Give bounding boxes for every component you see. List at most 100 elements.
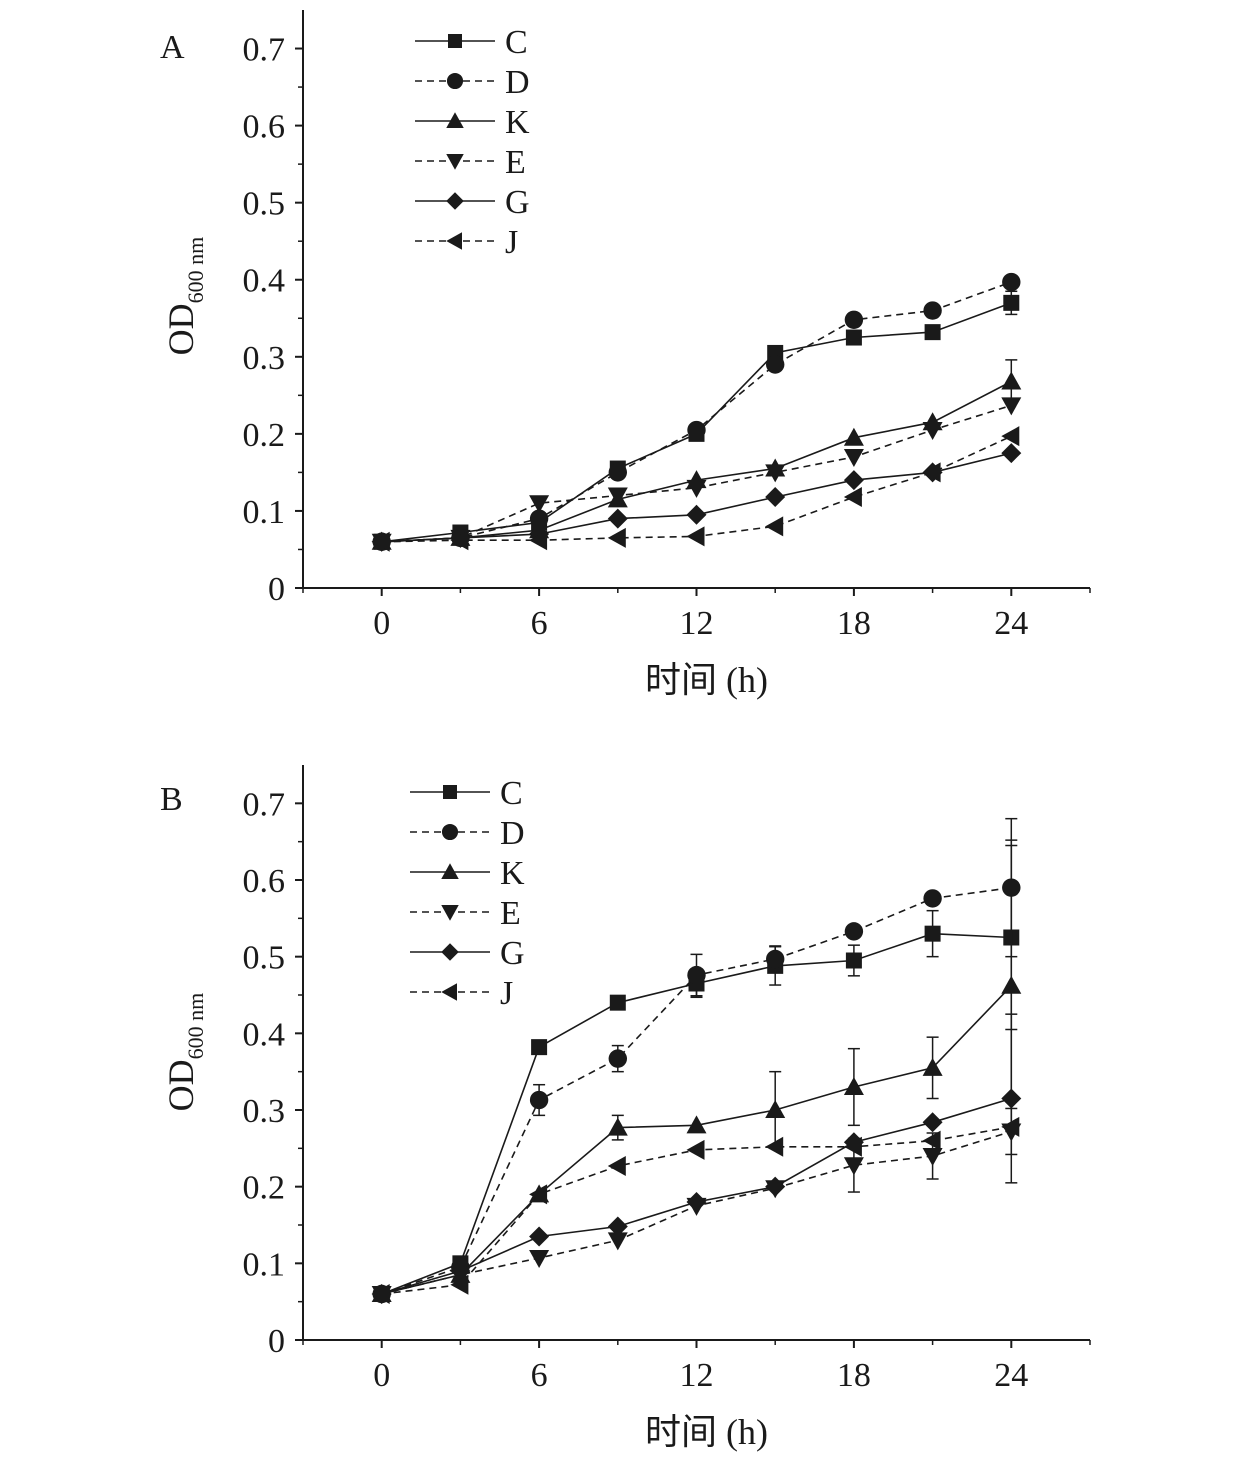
- data-point: [843, 487, 862, 508]
- y-axis-title-subscript: 600 nm: [183, 237, 208, 304]
- x-tick-label: 18: [837, 1357, 871, 1394]
- legend-label: K: [505, 104, 530, 141]
- y-tick-label: 0.2: [243, 417, 286, 454]
- y-tick-label: 0.3: [243, 340, 286, 377]
- y-tick-label: 0.3: [243, 1093, 286, 1130]
- y-tick-label: 0.4: [243, 263, 286, 300]
- data-point: [923, 889, 942, 908]
- data-point: [1003, 294, 1020, 311]
- data-point: [922, 1057, 943, 1076]
- legend-marker: [441, 943, 459, 961]
- data-point: [607, 1155, 626, 1176]
- panel-label: B: [160, 781, 183, 818]
- series-line: [381, 985, 1012, 1295]
- data-point: [923, 301, 942, 320]
- data-point: [844, 310, 864, 330]
- y-tick-label: 0.1: [243, 494, 286, 531]
- data-point: [607, 1232, 628, 1251]
- x-tick-label: 6: [531, 1357, 548, 1394]
- data-point: [843, 448, 864, 467]
- data-point: [843, 427, 864, 446]
- data-point: [1001, 426, 1020, 447]
- x-tick-label: 6: [531, 605, 548, 642]
- x-tick-label: 12: [680, 1357, 714, 1394]
- data-point: [843, 1136, 862, 1157]
- data-point: [609, 994, 626, 1011]
- y-tick-label: 0: [268, 1323, 285, 1360]
- series-g: [371, 1013, 1022, 1304]
- data-point: [607, 1117, 628, 1136]
- data-point: [766, 949, 785, 969]
- legend-label: C: [505, 24, 528, 61]
- data-point: [844, 922, 864, 941]
- y-tick-label: 0.5: [243, 940, 286, 977]
- data-point: [845, 952, 862, 969]
- data-point: [1001, 1088, 1022, 1109]
- data-point: [843, 470, 864, 491]
- data-point: [845, 329, 862, 346]
- legend-marker: [446, 72, 464, 90]
- data-point: [450, 1274, 469, 1295]
- y-tick-label: 0.6: [243, 109, 286, 146]
- x-tick-label: 24: [994, 1357, 1028, 1394]
- y-tick-label: 0.6: [243, 863, 286, 900]
- data-point: [924, 925, 941, 942]
- y-axis-title: OD600 nm: [161, 237, 208, 356]
- data-point: [531, 1039, 548, 1056]
- series-line: [381, 281, 1012, 543]
- data-point: [686, 1139, 705, 1160]
- data-point: [686, 479, 707, 498]
- data-point: [922, 1148, 943, 1166]
- legend-label: D: [500, 815, 525, 852]
- data-point: [1001, 975, 1022, 994]
- data-point: [529, 1184, 548, 1205]
- data-point: [1001, 1116, 1020, 1137]
- y-tick-label: 0.5: [243, 186, 286, 223]
- legend-marker: [441, 863, 459, 879]
- data-point: [608, 463, 627, 482]
- legend-label: J: [505, 224, 518, 261]
- data-point: [529, 1090, 549, 1110]
- legend-label: C: [500, 775, 523, 812]
- series-j: [371, 426, 1020, 552]
- y-axis-title-subscript: 600 nm: [183, 993, 208, 1060]
- data-point: [529, 1226, 550, 1247]
- y-axis-title-main: OD: [161, 303, 201, 355]
- series-line: [381, 886, 1012, 1295]
- data-point: [765, 1100, 786, 1118]
- x-tick-label: 18: [837, 605, 871, 642]
- data-point: [608, 1049, 627, 1068]
- data-point: [765, 464, 786, 483]
- chart-panel-b: 0 0.1 0.2 0.3 0.4 0.5 0.6 0.7 0 6 12 18 24 时间 (h) OD60…: [160, 765, 1091, 1452]
- legend-marker: [441, 983, 457, 1001]
- legend-marker: [446, 112, 464, 128]
- data-point: [922, 422, 943, 441]
- y-tick-label: 0: [268, 571, 285, 608]
- data-point: [1001, 371, 1022, 390]
- data-point: [450, 530, 469, 551]
- y-tick-label: 0.2: [243, 1170, 286, 1207]
- data-point: [922, 1112, 943, 1133]
- data-point: [765, 516, 784, 537]
- data-point: [607, 527, 626, 548]
- legend-label: G: [505, 184, 530, 221]
- legend-marker: [446, 154, 464, 170]
- data-point: [529, 509, 549, 528]
- data-point: [922, 1130, 941, 1151]
- series-j: [371, 1116, 1020, 1304]
- x-tick-label: 0: [373, 605, 390, 642]
- y-tick-label: 0.7: [243, 786, 286, 823]
- data-point: [1002, 272, 1021, 292]
- series-g: [371, 443, 1022, 552]
- data-point: [686, 526, 705, 547]
- data-point: [607, 487, 628, 506]
- data-point: [924, 324, 941, 341]
- legend-marker: [441, 823, 459, 841]
- y-axis-title: OD600 nm: [161, 993, 208, 1112]
- data-point: [843, 1077, 864, 1095]
- data-point: [686, 1192, 707, 1212]
- data-point: [687, 420, 706, 440]
- y-tick-label: 0.7: [243, 32, 286, 69]
